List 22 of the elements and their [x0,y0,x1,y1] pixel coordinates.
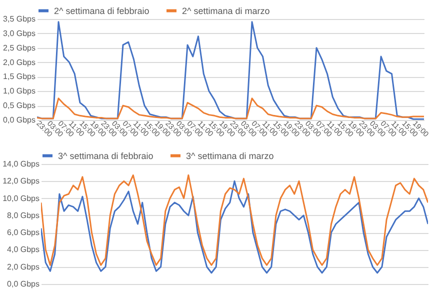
y-tick-label: 4,0 Gbps [7,245,40,254]
legend-label: 2^ settimana di marzo [182,6,270,16]
y-tick-label: 1,5 Gbps [3,72,36,82]
y-tick-label: 8,0 Gbps [7,210,40,220]
line-series [37,98,424,120]
y-tick-label: 2,0 Gbps [7,262,40,272]
legend-label: 3^ settimana di febbraio [58,150,154,161]
y-tick-label: 14,0 Gbps [2,160,40,168]
y-tick-label: 0,0 Gbps [7,280,40,288]
legend-label: 2^ settimana di febbraio [54,6,150,16]
y-tick-label: 10,0 Gbps [2,194,40,203]
legend-label: 3^ settimana di marzo [186,150,274,161]
y-tick-label: 0,0 Gbps [3,116,36,124]
line-series [37,21,424,120]
y-tick-label: 2,5 Gbps [3,43,36,52]
y-tick-label: 12,0 Gbps [2,176,40,186]
y-tick-label: 0,5 Gbps [3,101,36,110]
y-tick-label: 6,0 Gbps [7,228,40,238]
y-tick-label: 2,0 Gbps [3,58,36,67]
y-tick-label: 3,0 Gbps [3,28,36,38]
y-tick-label: 3,5 Gbps [3,14,36,24]
y-tick-label: 1,0 Gbps [3,86,36,96]
